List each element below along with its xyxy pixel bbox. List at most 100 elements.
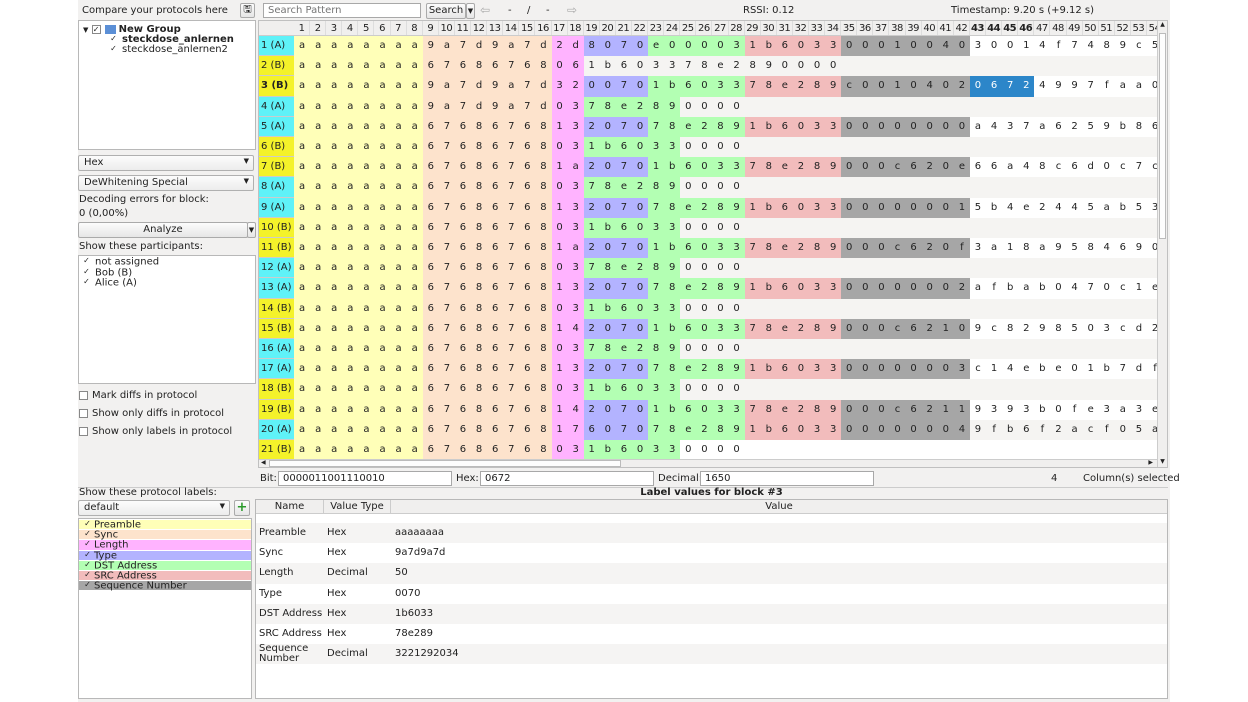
cell[interactable]: b: [1114, 197, 1131, 218]
cell[interactable]: 0: [953, 116, 970, 137]
scroll-right-icon[interactable]: ▶: [1148, 459, 1153, 466]
cell[interactable]: [905, 56, 922, 77]
cell[interactable]: 0: [1050, 399, 1067, 420]
cell[interactable]: 0: [583, 76, 600, 97]
cell[interactable]: 0: [696, 238, 713, 259]
cell[interactable]: a: [986, 238, 1003, 259]
cell[interactable]: 6: [454, 238, 472, 259]
cell[interactable]: [792, 258, 809, 279]
cell[interactable]: 0: [599, 116, 616, 137]
cell[interactable]: b: [760, 419, 777, 440]
cell[interactable]: 6: [519, 419, 536, 440]
cell[interactable]: 8: [535, 419, 552, 440]
cell[interactable]: a: [390, 379, 407, 400]
column-header-34[interactable]: 34: [825, 21, 842, 35]
cell[interactable]: [744, 379, 761, 400]
cell[interactable]: [937, 56, 954, 77]
cell[interactable]: 8: [535, 339, 552, 360]
cell[interactable]: 6: [454, 379, 472, 400]
cell[interactable]: 6: [615, 137, 632, 158]
cell[interactable]: 6: [905, 157, 922, 178]
cell[interactable]: [776, 379, 793, 400]
cell[interactable]: a: [358, 96, 375, 117]
cell[interactable]: 6: [487, 116, 504, 137]
cell[interactable]: 0: [696, 318, 713, 339]
cell[interactable]: a: [310, 359, 327, 380]
cell[interactable]: [760, 217, 777, 238]
cell[interactable]: 9: [422, 76, 439, 97]
cell[interactable]: 8: [712, 278, 729, 299]
participant-checkbox[interactable]: ✓: [83, 266, 90, 276]
cell[interactable]: 6: [519, 56, 536, 77]
cell[interactable]: 6: [422, 116, 439, 137]
cell[interactable]: [905, 217, 922, 238]
cell[interactable]: 6: [487, 298, 504, 319]
cell[interactable]: [905, 339, 922, 360]
cell[interactable]: [1066, 137, 1083, 158]
column-header-52[interactable]: 52: [1115, 21, 1131, 35]
cell[interactable]: 3: [809, 36, 826, 57]
cell[interactable]: 7: [744, 318, 761, 339]
cell[interactable]: 6: [422, 419, 439, 440]
cell[interactable]: 8: [535, 197, 552, 218]
cell[interactable]: b: [599, 298, 616, 319]
cell[interactable]: 8: [535, 238, 552, 259]
cell[interactable]: 8: [712, 359, 729, 380]
cell[interactable]: 3: [567, 379, 584, 400]
cell[interactable]: 8: [648, 177, 665, 198]
cell[interactable]: 3: [567, 278, 584, 299]
column-header-21[interactable]: 21: [616, 21, 632, 35]
cell[interactable]: 7: [503, 379, 520, 400]
cell[interactable]: 0: [680, 339, 697, 360]
cell[interactable]: 6: [422, 278, 439, 299]
cell[interactable]: 0: [696, 339, 713, 360]
cell[interactable]: 3: [809, 278, 826, 299]
label-value-row[interactable]: Sync Hex 9a7d9a7d: [256, 543, 1167, 563]
cell[interactable]: 7: [503, 56, 520, 77]
cell[interactable]: a: [1034, 238, 1051, 259]
cell[interactable]: 6: [422, 137, 439, 158]
cell[interactable]: 1: [744, 419, 761, 440]
cell[interactable]: 9: [760, 56, 777, 77]
cell[interactable]: 1: [744, 278, 761, 299]
cell[interactable]: 2: [696, 116, 713, 137]
cell[interactable]: 3: [728, 36, 745, 57]
cell[interactable]: c: [1114, 278, 1131, 299]
cell[interactable]: a: [294, 36, 311, 57]
cell[interactable]: a: [390, 238, 407, 259]
table-row[interactable]: 20 (A) a a a a a a a a 6 7 6 8 6 7 6 8 1 7 6 0 7 0 7 8 e 2 8 9 1 b 6 0 3 3…: [259, 419, 1164, 440]
cell[interactable]: a: [326, 96, 343, 117]
cell[interactable]: 0: [728, 440, 745, 461]
cell[interactable]: f: [1034, 419, 1051, 440]
cell[interactable]: 9: [825, 238, 842, 259]
cell[interactable]: 0: [680, 298, 697, 319]
label-checkbox[interactable]: ✓: [84, 580, 91, 590]
cell[interactable]: 6: [615, 440, 632, 461]
cell[interactable]: b: [664, 157, 681, 178]
cell[interactable]: 8: [760, 76, 777, 97]
cell[interactable]: [873, 258, 890, 279]
cell[interactable]: a: [342, 197, 359, 218]
cell[interactable]: 0: [937, 116, 954, 137]
cell[interactable]: 5: [1082, 116, 1099, 137]
cell[interactable]: 5: [1130, 197, 1147, 218]
cell[interactable]: [953, 440, 970, 461]
cell[interactable]: [809, 217, 826, 238]
cell[interactable]: a: [326, 197, 343, 218]
only-diffs-checkbox[interactable]: [79, 408, 88, 418]
table-row[interactable]: 16 (A) a a a a a a a a 6 7 6 8 6 7 6 8 0 3 7 8 e 2 8 9 0 0 0 0: [259, 339, 1164, 360]
cell[interactable]: 1: [953, 399, 970, 420]
cell[interactable]: 7: [438, 379, 455, 400]
row-header[interactable]: 5 (A): [259, 116, 294, 137]
cell[interactable]: a: [374, 238, 391, 259]
cell[interactable]: 0: [680, 379, 697, 400]
cell[interactable]: 7: [519, 36, 536, 57]
cell[interactable]: a: [390, 258, 407, 279]
cell[interactable]: [1066, 440, 1083, 461]
cell[interactable]: 0: [631, 36, 649, 57]
cell[interactable]: 3: [825, 197, 842, 218]
cell[interactable]: 8: [471, 238, 488, 259]
cell[interactable]: a: [294, 339, 311, 360]
cell[interactable]: 0: [857, 419, 874, 440]
cell[interactable]: a: [358, 440, 375, 461]
